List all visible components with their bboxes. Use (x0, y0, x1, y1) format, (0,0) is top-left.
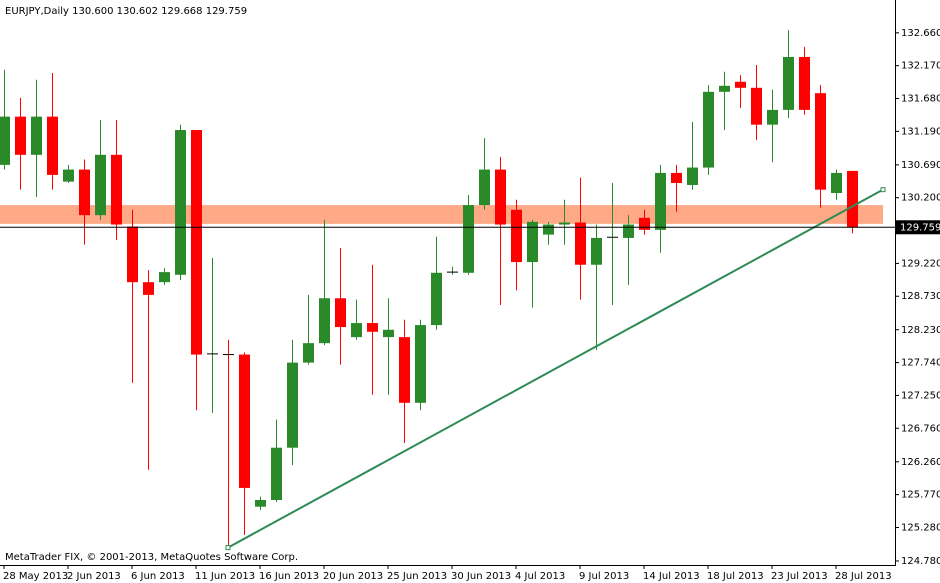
candle-body (815, 93, 826, 190)
x-tick-label: 16 Jun 2013 (259, 571, 319, 582)
candle-body (31, 116, 42, 155)
y-tick-label: 126.260 (901, 457, 940, 468)
y-tick-label: 130.690 (901, 160, 940, 171)
candle-body (559, 222, 570, 225)
chart-header: EURJPY,Daily 130.600 130.602 129.668 129… (5, 6, 247, 17)
candle-body (143, 282, 154, 295)
y-tick-label: 132.660 (901, 28, 940, 39)
x-tick-label: 14 Jul 2013 (643, 571, 700, 582)
candle-body (415, 325, 426, 403)
candle-body (767, 109, 778, 125)
candle-body (175, 130, 186, 275)
candle-body (511, 209, 522, 263)
candle-body (655, 172, 666, 230)
x-tick-label: 9 Jul 2013 (579, 571, 629, 582)
candle-body (751, 87, 762, 125)
candle-body (79, 169, 90, 216)
x-tick-label: 2 Jun 2013 (67, 571, 121, 582)
y-tick-label: 128.730 (901, 291, 940, 302)
candle-body (783, 56, 794, 110)
y-tick-label: 131.190 (901, 126, 940, 137)
x-tick-label: 28 May 2013 (3, 571, 68, 582)
x-tick-label: 4 Jul 2013 (515, 571, 565, 582)
candle-body (239, 354, 250, 488)
candle-body (639, 217, 650, 230)
y-tick-label: 129.220 (901, 258, 940, 269)
y-tick-label: 127.250 (901, 390, 940, 401)
y-tick-label: 127.740 (901, 358, 940, 369)
y-tick-label: 130.200 (901, 193, 940, 204)
candle-body (287, 362, 298, 448)
candle-body (527, 221, 538, 263)
candle-body (591, 237, 602, 265)
trendline-anchor (225, 545, 231, 551)
candle-body (255, 499, 266, 507)
x-tick-label: 30 Jun 2013 (451, 571, 511, 582)
candle-body (575, 222, 586, 265)
candle-body (735, 81, 746, 88)
candle-body (399, 337, 410, 403)
trendline (227, 188, 884, 549)
candle-body (271, 447, 282, 500)
candle-body (687, 167, 698, 185)
candle-body (127, 226, 138, 283)
candle-body (15, 116, 26, 155)
candle-body (671, 172, 682, 183)
x-tick-label: 23 Jul 2013 (771, 571, 828, 582)
candle-body (367, 323, 378, 332)
x-tick-label: 11 Jun 2013 (195, 571, 255, 582)
candle-body (543, 224, 554, 235)
x-tick-label: 28 Jul 2013 (835, 571, 892, 582)
candle-body (335, 298, 346, 328)
trendline-anchor (880, 187, 886, 193)
y-tick-label: 125.770 (901, 490, 940, 501)
candle-body (847, 170, 858, 228)
candle-body (319, 298, 330, 344)
candle-body (95, 154, 106, 216)
candle-body (719, 85, 730, 92)
y-tick-label: 131.680 (901, 94, 940, 105)
candle-body (0, 116, 10, 165)
x-tick-label: 18 Jul 2013 (707, 571, 764, 582)
y-tick-label: 125.280 (901, 522, 940, 533)
candle-body (703, 91, 714, 168)
candle-body (111, 154, 122, 225)
current-price-box (896, 220, 940, 235)
candle-body (831, 172, 842, 194)
y-tick-label: 132.170 (901, 61, 940, 72)
y-tick-label: 128.230 (901, 325, 940, 336)
candle-body (191, 130, 202, 355)
candle-body (351, 323, 362, 338)
copyright: MetaTrader FIX, © 2001-2013, MetaQuotes … (5, 552, 298, 563)
x-tick-label: 6 Jun 2013 (131, 571, 185, 582)
y-tick-label: 126.760 (901, 423, 940, 434)
candle-body (623, 224, 634, 238)
current-price-label: 129.759 (900, 222, 940, 233)
candle-body (479, 169, 490, 206)
candle-body (47, 116, 58, 175)
candle-body (799, 56, 810, 110)
y-tick-label: 124.780 (901, 556, 940, 567)
candle-body (303, 343, 314, 363)
candle-body (495, 169, 506, 225)
candle-body (431, 272, 442, 326)
candle-body (159, 272, 170, 283)
x-tick-label: 25 Jun 2013 (387, 571, 447, 582)
candle-body (463, 205, 474, 273)
candle-body (383, 329, 394, 338)
candle-body (63, 169, 74, 182)
x-tick-label: 20 Jun 2013 (323, 571, 383, 582)
